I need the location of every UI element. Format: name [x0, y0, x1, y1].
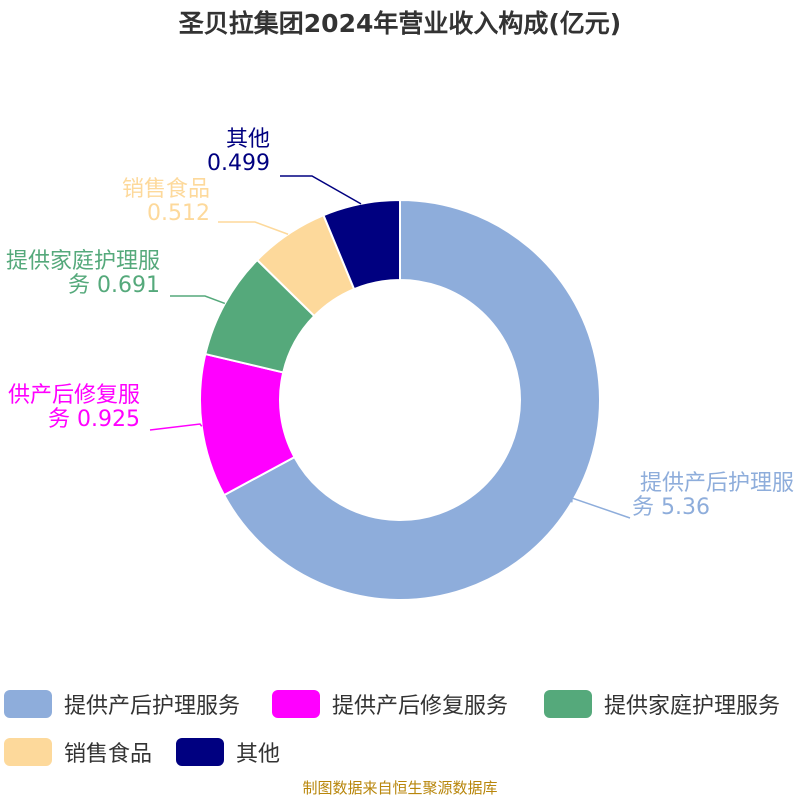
legend-swatch	[4, 690, 52, 718]
data-label-name: 其他	[226, 127, 270, 152]
data-label: 提供产后护理服务 5.36	[632, 471, 794, 520]
legend-item-food-sales[interactable]: 销售食品	[4, 734, 152, 770]
legend-label: 提供产后修复服务	[332, 694, 509, 719]
legend-swatch	[544, 690, 592, 718]
slices-group	[199, 198, 601, 601]
data-label: 其他 0.499	[207, 127, 270, 176]
legend-swatch	[272, 690, 320, 718]
leader-line	[149, 423, 203, 431]
legend-item-postpartum-recovery[interactable]: 提供产后修复服务	[272, 686, 508, 722]
data-label-value: 务 0.691	[68, 273, 160, 298]
data-label: 销售食品 0.512	[122, 177, 210, 226]
legend-label: 提供产后护理服务	[64, 694, 241, 719]
leader-line	[170, 295, 226, 305]
data-label-name: 供产后修复服	[8, 383, 140, 408]
legend-label: 其他	[236, 742, 281, 767]
data-label-value: 务 0.925	[48, 407, 140, 432]
leader-line	[571, 496, 631, 519]
legend-swatch	[4, 738, 52, 766]
leader-line	[218, 221, 289, 235]
data-label-value: 务 5.36	[632, 495, 710, 520]
legend-item-home-care[interactable]: 提供家庭护理服务	[544, 686, 780, 722]
legend-item-postpartum-care[interactable]: 提供产后护理服务	[4, 686, 240, 722]
chart-title: 圣贝拉集团2024年营业收入构成(亿元)	[178, 9, 622, 38]
data-label-value: 0.499	[207, 151, 270, 176]
donut-slice[interactable]	[322, 198, 401, 291]
data-label: 供产后修复服务 0.925	[8, 383, 140, 432]
data-label-value: 0.512	[147, 201, 210, 226]
data-label-name: 销售食品	[122, 177, 210, 202]
leader-line	[280, 175, 362, 205]
data-label-name: 提供产后护理服	[640, 471, 794, 496]
donut-slice[interactable]	[222, 198, 601, 601]
legend-swatch	[176, 738, 224, 766]
legend-label: 提供家庭护理服务	[604, 694, 781, 719]
data-label: 提供家庭护理服务 0.691	[6, 249, 160, 298]
source-note: 制图数据来自恒生聚源数据库	[302, 779, 498, 797]
data-labels-group: 提供产后护理服务 5.36 供产后修复服务 0.925 提供家庭护理服务 0.691…	[6, 127, 794, 520]
legend-item-other[interactable]: 其他	[176, 734, 280, 770]
data-label-name: 提供家庭护理服	[6, 249, 160, 274]
leader-lines-group	[149, 175, 631, 519]
legend-label: 销售食品	[64, 742, 153, 767]
